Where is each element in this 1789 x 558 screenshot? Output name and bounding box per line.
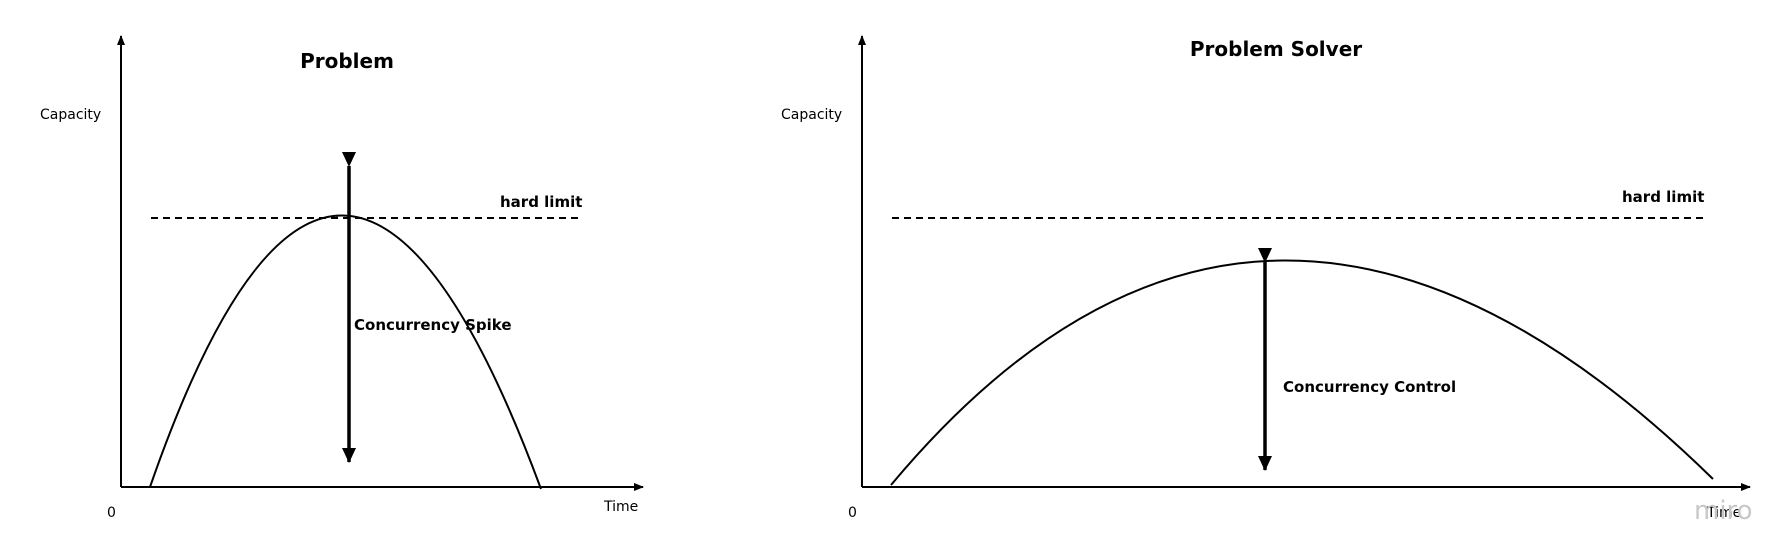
spike-arrow-label: Concurrency Spike [354, 316, 512, 334]
x-axis-label: Time [1706, 505, 1741, 521]
miro-watermark: miro [1694, 496, 1753, 526]
origin-label: 0 [107, 505, 116, 521]
problem-title: Problem [300, 49, 394, 73]
y-axis-label: Capacity [40, 107, 101, 123]
origin-label: 0 [848, 505, 857, 521]
problem-solver-diagram: Problem Solver Capacity Time 0 hard limi… [781, 35, 1751, 521]
load-curve [890, 259, 1714, 486]
problem-diagram: Problem Capacity Time 0 hard limit [40, 35, 644, 521]
hard-limit-label: hard limit [500, 193, 582, 211]
control-arrow-label: Concurrency Control [1283, 378, 1456, 396]
load-curve [149, 214, 542, 490]
y-axis-label: Capacity [781, 107, 842, 123]
x-axis-label: Time [603, 499, 638, 515]
problem-solver-title: Problem Solver [1190, 37, 1362, 61]
hard-limit-label: hard limit [1622, 188, 1704, 206]
